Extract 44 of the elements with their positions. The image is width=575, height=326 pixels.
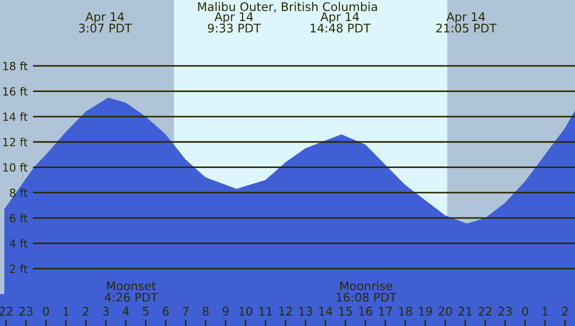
x-tick-label: 18: [399, 306, 412, 316]
x-tick-label: 10: [239, 306, 252, 316]
annotation: Moonrise 16:08 PDT: [336, 281, 397, 302]
x-tick-label: 20: [438, 306, 452, 316]
x-tick-label: 16: [359, 306, 372, 316]
x-tick-label: 23: [19, 306, 33, 316]
annotation: Apr 14 21:05 PDT: [436, 12, 497, 33]
x-tick-label: 1: [542, 306, 548, 316]
chart-title: Malibu Outer, British Columbia: [198, 2, 377, 12]
x-tick-label: 6: [162, 306, 169, 316]
x-tick-label: 9: [222, 306, 229, 316]
x-tick-label: 15: [339, 306, 352, 316]
y-tick-label: 4 ft: [10, 239, 28, 248]
y-tick-label: 16 ft: [3, 87, 28, 96]
x-tick-label: 7: [182, 306, 188, 316]
x-tick-label: 14: [319, 306, 332, 316]
x-tick-label: 8: [202, 306, 209, 316]
x-tick-label: 2: [82, 306, 88, 316]
x-tick-label: 22: [478, 306, 492, 316]
y-tick-label: 18 ft: [3, 62, 28, 70]
y-tick-label: 6 ft: [10, 214, 28, 222]
x-tick-label: 12: [279, 306, 292, 316]
x-tick-label: 1: [63, 306, 69, 316]
x-tick-label: 4: [122, 306, 129, 316]
annotation: Moonset 4:26 PDT: [104, 282, 158, 302]
x-tick-label: 3: [102, 306, 109, 316]
x-tick-label: 17: [379, 306, 392, 316]
y-tick-label: 2 ft: [10, 264, 28, 273]
x-tick-label: 5: [142, 306, 148, 316]
y-tick-label: 8 ft: [10, 188, 28, 197]
x-tick-label: 21: [458, 306, 472, 316]
x-tick-label: 23: [498, 306, 512, 316]
y-tick-label: 14 ft: [3, 112, 28, 121]
x-tick-label: 0: [522, 306, 528, 316]
y-tick-label: 10 ft: [3, 163, 28, 172]
x-tick-label: 19: [419, 306, 432, 316]
y-tick-label: 12 ft: [3, 138, 28, 146]
annotation: Apr 14 3:07 PDT: [79, 12, 132, 33]
annotation: Apr 14 9:33 PDT: [208, 12, 261, 33]
x-tick-label: 2: [562, 306, 568, 316]
annotation: Apr 14 14:48 PDT: [310, 12, 371, 33]
x-tick-label: 13: [299, 306, 312, 316]
x-tick-label: 0: [42, 306, 49, 316]
x-tick-label: 11: [259, 306, 272, 316]
